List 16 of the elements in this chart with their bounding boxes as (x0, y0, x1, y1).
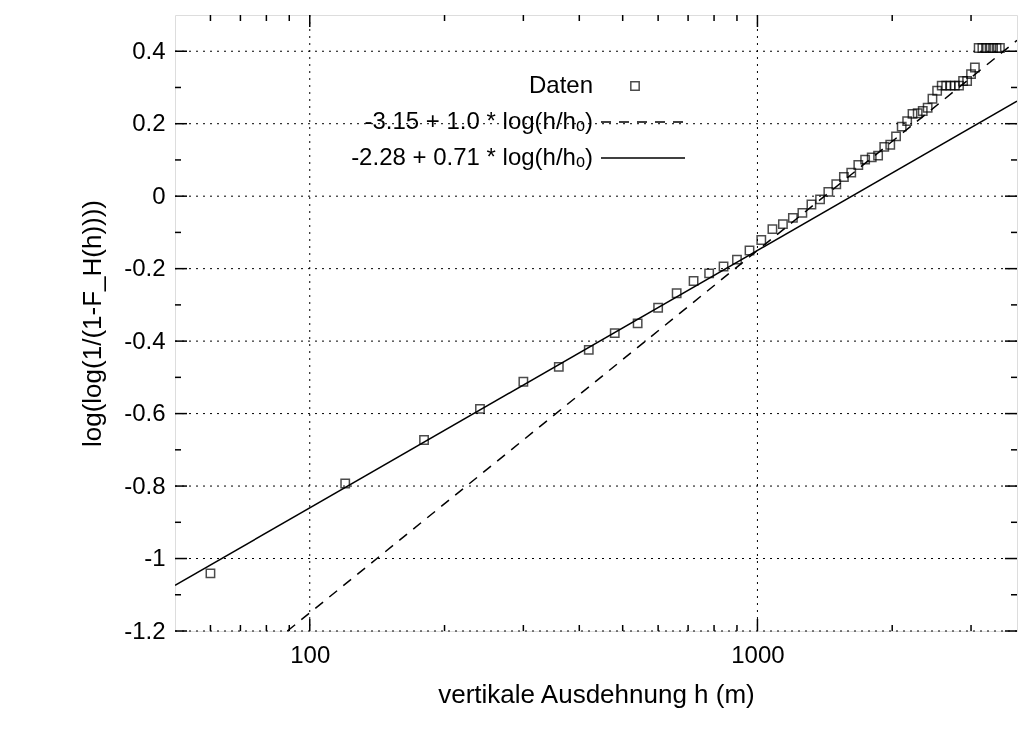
y-axis-title: log(log(1/(1-F_H(h)))) (77, 199, 108, 448)
x-tick-label: 100 (290, 640, 331, 668)
legend-label: -3.15 + 1.0 * log(h/hₒ) (364, 107, 593, 134)
legend-label: -2.28 + 0.71 * log(h/hₒ) (351, 143, 593, 170)
legend-label: Daten (528, 71, 593, 98)
x-axis-title: vertikale Ausdehnung h (m) (438, 678, 755, 709)
x-tick-label: 1000 (731, 640, 785, 668)
y-tick-label: -0.8 (124, 471, 166, 499)
y-tick-label: -0.4 (124, 326, 166, 354)
y-tick-label: -0.6 (124, 399, 166, 427)
y-tick-label: 0.4 (132, 36, 166, 64)
y-tick-label: -0.2 (124, 254, 166, 282)
y-tick-label: -1 (144, 544, 166, 572)
y-tick-label: 0.2 (132, 109, 166, 137)
y-tick-label: 0 (152, 181, 166, 209)
y-tick-label: -1.2 (124, 616, 166, 644)
